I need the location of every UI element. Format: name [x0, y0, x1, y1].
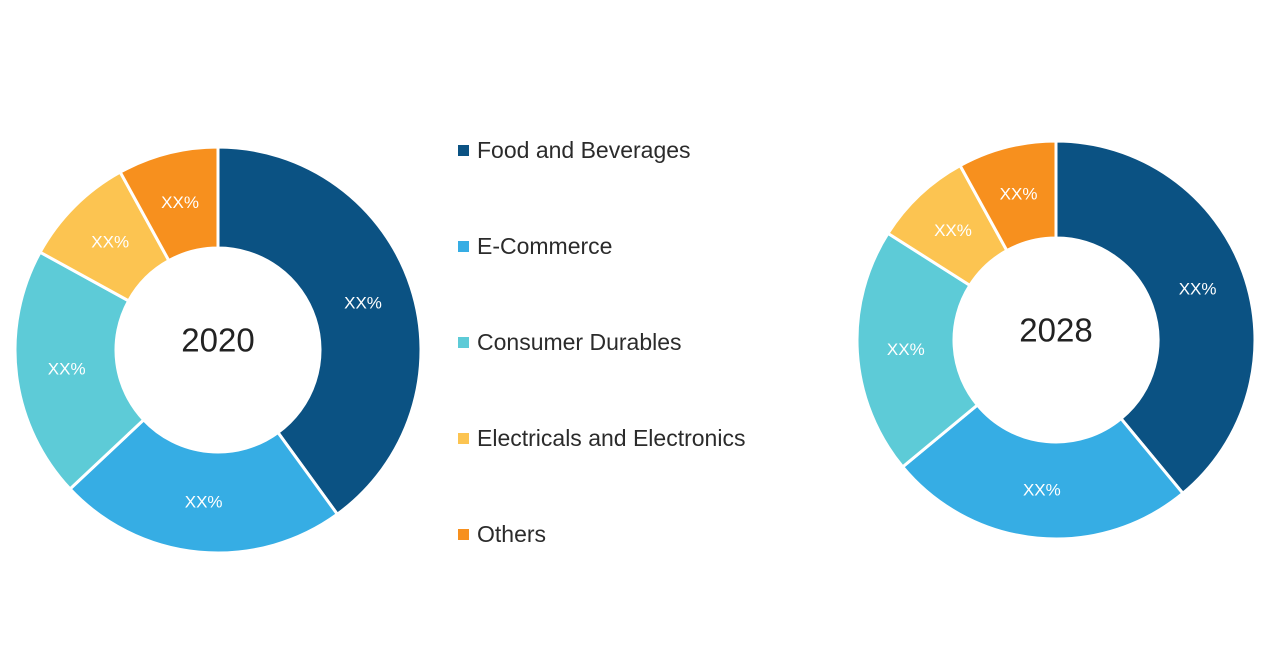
data-label-2020-food-and-beverages: XX% — [344, 293, 382, 312]
legend-label-e-commerce: E-Commerce — [477, 233, 612, 259]
legend-label-food-and-beverages: Food and Beverages — [477, 137, 691, 163]
slice-2020-consumer-durables — [13, 250, 146, 492]
legend-swatch-others — [458, 529, 469, 540]
legend-label-consumer-durables: Consumer Durables — [477, 329, 682, 355]
slice-2028-food-and-beverages — [1054, 139, 1257, 496]
center-label-2020: 2020 — [181, 322, 254, 359]
center-label-2028: 2028 — [1019, 312, 1092, 349]
data-label-2028-e-commerce: XX% — [1023, 480, 1061, 499]
slice-2020-e-commerce — [67, 417, 340, 555]
legend-swatch-electricals-and-electronics — [458, 433, 469, 444]
data-label-2028-others: XX% — [1000, 185, 1038, 204]
legend-swatch-consumer-durables — [458, 337, 469, 348]
slice-2028-others — [958, 139, 1058, 253]
data-label-2020-consumer-durables: XX% — [48, 360, 86, 379]
slice-2020-others — [118, 145, 220, 263]
donut-2020: XX% XX% XX% XX% XX% — [13, 145, 423, 555]
legend: Food and Beverages E-Commerce Consumer Dur… — [458, 137, 745, 547]
data-label-2020-e-commerce: XX% — [185, 492, 223, 511]
slice-2028-e-commerce — [900, 402, 1185, 541]
legend-swatch-e-commerce — [458, 241, 469, 252]
data-label-2020-electricals-and-electronics: XX% — [91, 233, 129, 252]
data-label-2020-others: XX% — [161, 193, 199, 212]
data-label-2028-consumer-durables: XX% — [887, 340, 925, 359]
slice-2020-food-and-beverages — [216, 145, 423, 517]
legend-label-others: Others — [477, 521, 546, 547]
data-label-2028-electricals-and-electronics: XX% — [934, 221, 972, 240]
legend-label-electricals-and-electronics: Electricals and Electronics — [477, 425, 745, 451]
slice-2028-consumer-durables — [855, 231, 980, 469]
legend-swatch-food-and-beverages — [458, 145, 469, 156]
data-label-2028-food-and-beverages: XX% — [1179, 280, 1217, 299]
donut-2028: XX% XX% XX% XX% XX% — [855, 139, 1257, 541]
